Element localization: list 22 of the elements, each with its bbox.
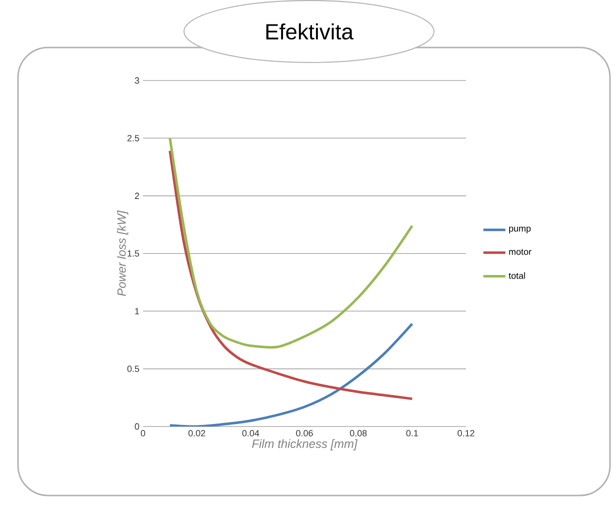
y-tick-label: 0 [134,423,140,430]
x-axis-title: Film thickness [mm] [252,438,358,450]
y-axis-title: Power loss [kW] [117,210,128,296]
x-tick-label: 0.12 [458,430,474,436]
chart-title: Efektivita [266,23,354,40]
y-tick-label: 0.5 [127,365,140,372]
line-series [168,136,414,348]
y-tick-label: 2.5 [127,134,140,142]
y-tick-label: 3 [134,77,140,84]
y-tick-label: 2 [134,192,140,199]
x-tick-label: 0.02 [188,430,206,436]
legend-label: pump [509,226,531,234]
line-series [168,322,414,426]
y-tick-label: 1 [135,308,140,314]
x-tick-label: 0 [140,430,146,436]
y-tick-label: 1.5 [128,250,140,256]
x-tick-label: 0.1 [406,430,418,436]
x-tick-label: 0.04 [242,430,260,436]
legend-label: motor [509,248,532,255]
x-tick-label: 0.06 [296,430,313,436]
legend-label: total [508,272,525,279]
x-tick-label: 0.08 [350,430,367,436]
